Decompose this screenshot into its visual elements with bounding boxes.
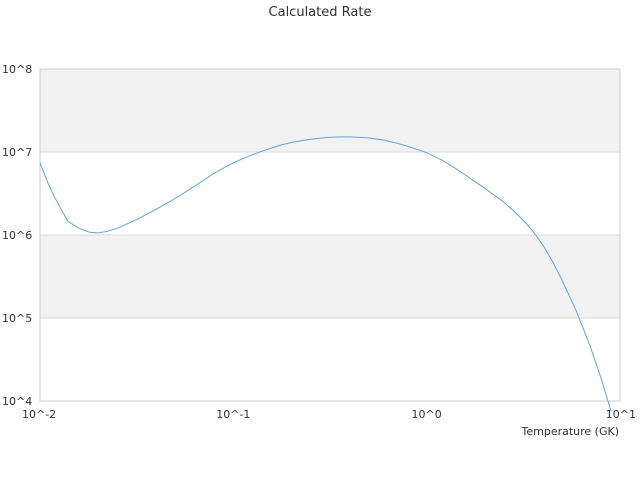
y-tick-label: 10^6 xyxy=(2,229,32,242)
background-band xyxy=(40,69,620,152)
series-line xyxy=(39,136,612,412)
y-tick-label: 10^5 xyxy=(2,312,32,325)
x-tick-label: 10^-1 xyxy=(216,408,250,421)
x-tick-label: 10^-2 xyxy=(22,408,56,421)
x-tick-label: 10^0 xyxy=(412,408,442,421)
y-tick-label: 10^7 xyxy=(2,146,32,159)
plot-frame xyxy=(39,68,621,402)
x-tick-label: 10^1 xyxy=(606,408,636,421)
background-bands xyxy=(40,69,620,318)
y-axis-ticks: 10^4 10^5 10^6 10^7 10^8 xyxy=(2,63,32,408)
y-tick-label: 10^4 xyxy=(2,395,32,408)
background-band xyxy=(40,235,620,318)
series-layer xyxy=(39,136,612,412)
y-tick-label: 10^8 xyxy=(2,63,32,76)
chart-title: Calculated Rate xyxy=(269,5,372,20)
x-axis-label: Temperature (GK) xyxy=(521,425,620,438)
x-axis-ticks: 10^-2 10^-1 10^0 10^1 xyxy=(22,408,636,421)
